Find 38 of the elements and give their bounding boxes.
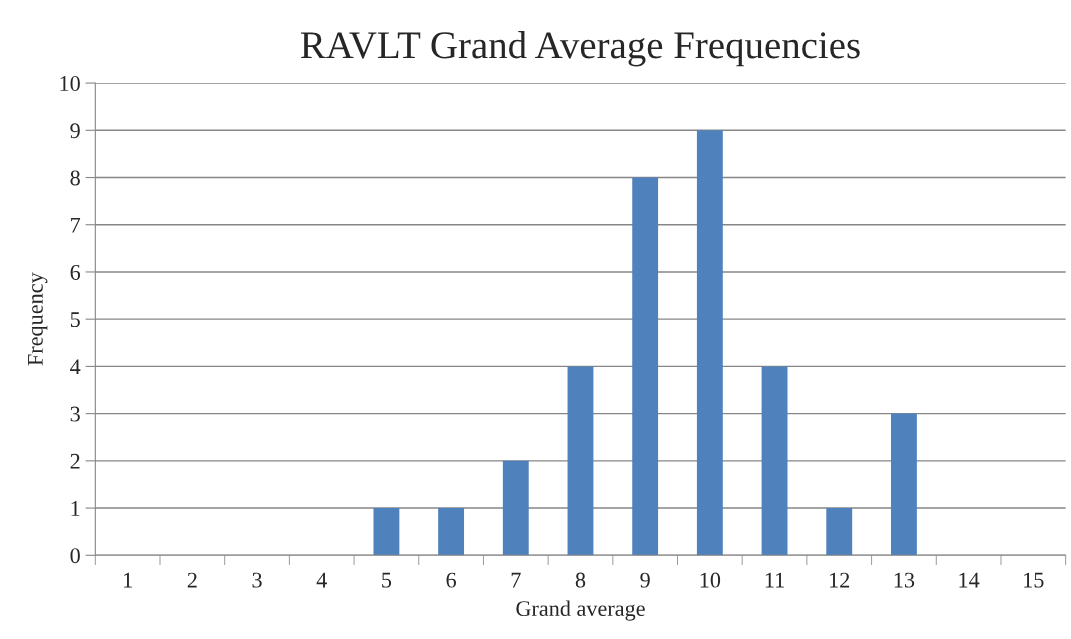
y-tick-label: 5 [70,312,80,328]
bar [761,366,788,556]
bar [826,508,853,556]
x-tick-label: 1 [124,572,132,588]
bar [373,508,400,556]
chart-title: RAVLT Grand Average Frequencies [300,31,860,67]
x-tick-label: 13 [894,572,915,588]
x-tick-label: 12 [830,572,850,588]
y-tick-label: 2 [70,453,80,469]
bar [438,508,465,556]
x-tick-label: 11 [765,572,784,588]
bar [632,177,659,556]
x-tick-label: 2 [187,572,197,588]
y-axis-title: Frequency [28,272,48,366]
y-tick-label: 0 [70,548,80,564]
x-tick-label: 14 [959,572,980,588]
y-tick-label: 1 [71,501,80,516]
y-tick-label: 10 [60,76,80,91]
x-axis-title: Grand average [516,600,645,621]
x-tick-label: 7 [511,572,521,588]
bar [567,366,594,556]
x-tick-label: 10 [700,572,721,588]
y-tick-label: 9 [70,123,80,139]
x-tick-label: 5 [382,572,392,588]
x-tick-label: 8 [575,572,586,588]
x-tick-label: 3 [252,572,262,588]
y-tick-label: 6 [70,264,81,280]
y-tick-label: 8 [70,170,80,186]
y-tick-label: 7 [71,217,81,233]
x-tick-label: 6 [446,572,456,588]
x-tick-label: 9 [640,572,650,588]
x-tick-label: 4 [316,572,327,588]
y-tick-label: 3 [70,406,80,422]
x-tick-label: 15 [1024,572,1044,588]
bar [890,413,917,556]
y-tick-label: 4 [70,359,81,375]
bar [696,130,723,556]
bar [502,460,529,556]
